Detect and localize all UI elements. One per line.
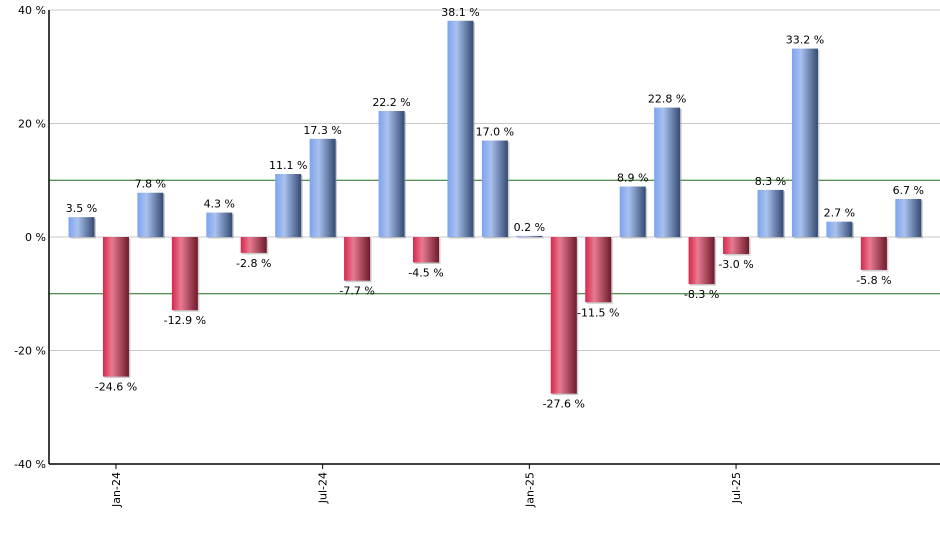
bar-Oct-25 <box>826 221 853 237</box>
data-label: -2.8 % <box>236 257 271 270</box>
bar-Apr-25 <box>619 186 646 237</box>
bar-Mar-25 <box>585 237 612 303</box>
data-label: -24.6 % <box>95 381 137 394</box>
data-label: -12.9 % <box>164 314 206 327</box>
x-tick-label: Jan-24 <box>110 472 123 508</box>
bar-Jun-25 <box>688 237 715 285</box>
x-tick-label: Jul-24 <box>317 472 330 504</box>
bar-Jan-25 <box>516 235 543 237</box>
data-label: 33.2 % <box>786 34 824 47</box>
bar-Dec-24 <box>481 140 508 237</box>
bar-May-25 <box>654 107 681 237</box>
x-tick-label: Jul-25 <box>730 472 743 504</box>
data-label: 6.7 % <box>893 184 924 197</box>
data-label: 17.0 % <box>476 126 514 139</box>
bar-Feb-24 <box>137 192 164 237</box>
bar-Dec-23 <box>68 217 95 237</box>
bar-Apr-24 <box>206 212 233 237</box>
y-tick-label: 20 % <box>18 118 46 131</box>
data-label: -7.7 % <box>339 285 374 298</box>
y-tick-label: 0 % <box>25 231 46 244</box>
data-label: 17.3 % <box>303 124 341 137</box>
data-label: 7.8 % <box>135 178 166 191</box>
y-tick-label: -20 % <box>14 345 46 358</box>
data-label: -8.3 % <box>684 288 719 301</box>
data-label: 3.5 % <box>66 202 97 215</box>
y-tick-label: -40 % <box>14 458 46 471</box>
bar-Nov-25 <box>860 237 887 270</box>
data-label: -3.0 % <box>718 258 753 271</box>
bar-Jul-25 <box>723 237 750 255</box>
data-label: 2.7 % <box>824 207 855 220</box>
y-tick-label: 40 % <box>18 4 46 17</box>
data-label: 0.2 % <box>514 221 545 234</box>
bar-May-24 <box>240 237 267 253</box>
data-label: 11.1 % <box>269 159 307 172</box>
bar-Jul-24 <box>309 138 336 237</box>
bar-shadow <box>517 237 544 239</box>
x-tick-label: Jan-25 <box>523 472 536 508</box>
bar-Sep-25 <box>791 48 818 238</box>
bar-Nov-24 <box>447 20 474 237</box>
data-label: 4.3 % <box>204 198 235 211</box>
bar-Aug-24 <box>344 237 371 281</box>
bar-Aug-25 <box>757 189 784 237</box>
bar-Dec-25 <box>895 198 922 237</box>
bar-Sep-24 <box>378 111 405 237</box>
data-label: -11.5 % <box>577 306 619 319</box>
data-label: -27.6 % <box>543 398 585 411</box>
data-label: 22.8 % <box>648 93 686 106</box>
bar-Feb-25 <box>550 237 577 394</box>
data-label: 22.2 % <box>372 96 410 109</box>
bar-Mar-24 <box>171 237 198 311</box>
data-label: -5.8 % <box>856 274 891 287</box>
bar-Jan-24 <box>102 237 129 377</box>
data-label: -4.5 % <box>408 267 443 280</box>
data-label: 8.3 % <box>755 175 786 188</box>
data-label: 38.1 % <box>441 6 479 19</box>
bar-Jun-24 <box>275 174 302 237</box>
bar-Oct-24 <box>413 237 439 263</box>
data-label: 8.9 % <box>617 171 648 184</box>
